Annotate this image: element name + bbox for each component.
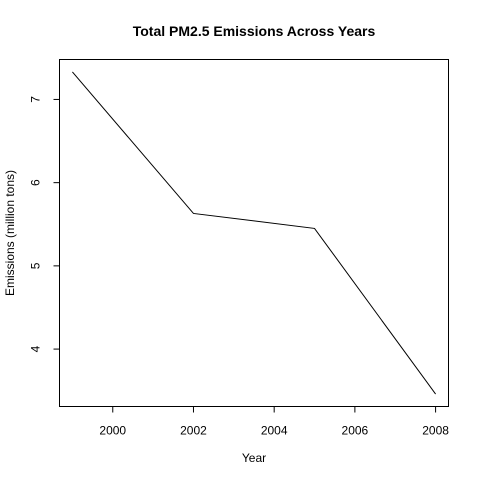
chart-title: Total PM2.5 Emissions Across Years <box>133 23 376 39</box>
x-tick-label-2004: 2004 <box>261 424 288 438</box>
series-line <box>72 71 436 395</box>
x-axis: 2000 2002 2004 2006 2008 <box>99 406 449 438</box>
y-tick-label-7: 7 <box>29 96 43 103</box>
plot-area-frame <box>59 59 449 407</box>
x-tick-label-2000: 2000 <box>99 424 126 438</box>
y-axis: 4 5 6 7 <box>29 96 60 352</box>
x-tick-label-2008: 2008 <box>422 424 449 438</box>
x-tick-label-2002: 2002 <box>180 424 207 438</box>
x-axis-label: Year <box>242 451 266 465</box>
y-tick-label-4: 4 <box>29 345 43 352</box>
y-axis-label: Emissions (million tons) <box>3 170 17 296</box>
x-tick-label-2006: 2006 <box>342 424 369 438</box>
y-tick-label-6: 6 <box>29 179 43 186</box>
y-tick-label-5: 5 <box>29 262 43 269</box>
